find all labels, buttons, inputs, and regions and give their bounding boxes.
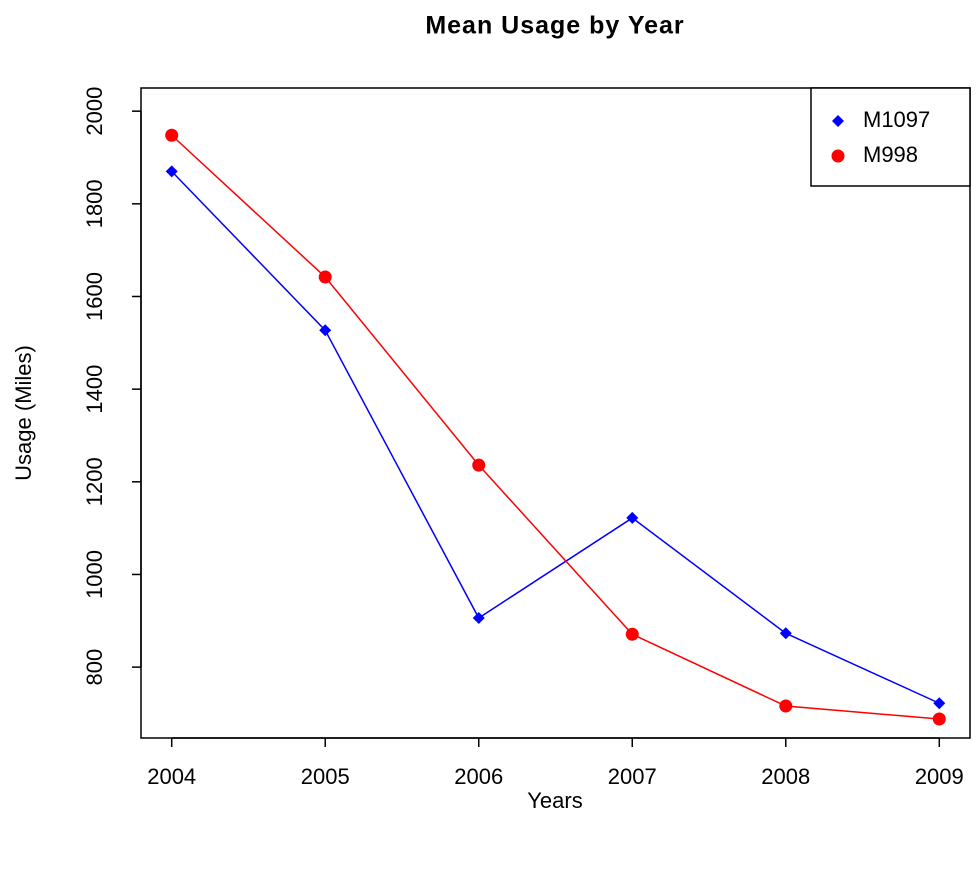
data-point <box>318 270 332 284</box>
y-tick-label: 1800 <box>82 179 107 228</box>
data-point <box>626 511 639 524</box>
legend-label: M998 <box>863 142 918 167</box>
data-point <box>165 165 178 178</box>
data-point <box>625 627 639 641</box>
x-tick-label: 2004 <box>147 764 196 789</box>
series-line <box>171 170 940 704</box>
legend-label: M1097 <box>863 107 930 132</box>
y-tick-label: 1200 <box>82 457 107 506</box>
x-tick-label: 2008 <box>761 764 810 789</box>
x-tick-label: 2005 <box>301 764 350 789</box>
data-point <box>319 324 332 337</box>
y-tick-label: 1000 <box>82 550 107 599</box>
data-point <box>932 712 946 726</box>
y-tick-label: 800 <box>82 649 107 686</box>
y-tick-label: 1400 <box>82 365 107 414</box>
chart-title: Mean Usage by Year <box>425 12 684 40</box>
data-point <box>779 699 793 713</box>
x-tick-label: 2006 <box>454 764 503 789</box>
y-tick-label: 1600 <box>82 272 107 321</box>
y-tick-label: 2000 <box>82 87 107 136</box>
legend-marker <box>831 149 845 163</box>
y-axis-label: Usage (Miles) <box>11 345 36 481</box>
series-line <box>171 134 940 720</box>
data-point <box>933 697 946 710</box>
legend-marker <box>832 115 844 127</box>
legend-box <box>810 87 971 187</box>
x-tick-label: 2007 <box>608 764 657 789</box>
data-point <box>779 627 792 640</box>
x-axis-label: Years <box>527 788 582 813</box>
data-point <box>165 128 179 142</box>
data-point <box>472 612 485 625</box>
x-tick-label: 2009 <box>915 764 964 789</box>
data-point <box>472 458 486 472</box>
